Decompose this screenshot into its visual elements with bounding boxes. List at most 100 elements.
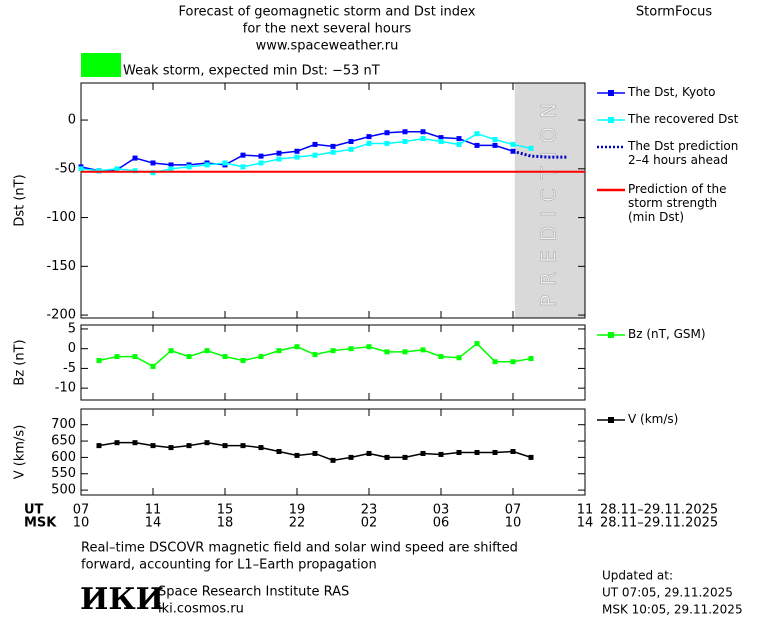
x-row-label: UT bbox=[24, 503, 44, 518]
marker bbox=[168, 166, 174, 172]
x-tick-label: 07 bbox=[73, 503, 90, 518]
marker bbox=[402, 129, 408, 135]
marker bbox=[204, 348, 210, 354]
note: Real–time DSCOVR magnetic field and sola… bbox=[81, 541, 518, 556]
marker bbox=[438, 354, 444, 360]
marker bbox=[456, 136, 462, 142]
x-tick-label: 07 bbox=[505, 503, 522, 518]
marker bbox=[402, 139, 408, 145]
marker bbox=[240, 152, 246, 158]
y-tick-label: -100 bbox=[46, 210, 76, 225]
marker bbox=[456, 355, 462, 361]
y-tick-label: -5 bbox=[63, 361, 76, 376]
marker bbox=[294, 148, 300, 154]
updated: Updated at: bbox=[602, 569, 673, 583]
x-tick-label-msk: 10 bbox=[505, 516, 522, 531]
marker bbox=[366, 450, 372, 456]
x-tick-label-msk: 06 bbox=[433, 516, 450, 531]
marker bbox=[510, 141, 516, 147]
marker bbox=[114, 440, 120, 446]
y-axis-label: Bz (nT) bbox=[13, 339, 28, 385]
y-tick-label: 650 bbox=[51, 434, 76, 449]
marker bbox=[222, 160, 228, 166]
marker bbox=[384, 140, 390, 146]
updated: MSK 10:05, 29.11.2025 bbox=[602, 603, 743, 617]
marker bbox=[330, 457, 336, 463]
x-tick-label: 11 bbox=[145, 503, 162, 518]
marker bbox=[132, 354, 138, 360]
x-tick-label: 19 bbox=[289, 503, 306, 518]
legend-marker bbox=[608, 90, 614, 96]
marker bbox=[258, 445, 264, 451]
marker bbox=[258, 354, 264, 360]
marker bbox=[240, 443, 246, 449]
y-tick-label: 0 bbox=[68, 113, 76, 128]
y-tick-label: 550 bbox=[51, 466, 76, 481]
marker bbox=[384, 454, 390, 460]
x-tick-label-msk: 14 bbox=[577, 516, 594, 531]
marker bbox=[384, 349, 390, 355]
marker bbox=[150, 443, 156, 449]
note: forward, accounting for L1–Earth propaga… bbox=[81, 558, 377, 573]
marker bbox=[492, 142, 498, 148]
plot-frame bbox=[80, 324, 586, 401]
marker bbox=[366, 140, 372, 146]
storm-text: Weak storm, expected min Dst: −53 nT bbox=[123, 64, 380, 79]
marker bbox=[312, 152, 318, 158]
legend-marker bbox=[608, 332, 614, 338]
marker bbox=[276, 150, 282, 156]
legend-marker bbox=[608, 417, 614, 423]
marker bbox=[258, 160, 264, 166]
storm-swatch bbox=[81, 53, 121, 77]
plot-frame bbox=[80, 82, 586, 319]
x-tick-label: 03 bbox=[433, 503, 450, 518]
prediction-label: PREDICTION bbox=[536, 94, 560, 307]
x-tick-label: 11 bbox=[577, 503, 594, 518]
marker bbox=[402, 349, 408, 355]
marker bbox=[96, 358, 102, 364]
marker bbox=[420, 347, 426, 353]
subtitle: for the next several hours bbox=[243, 22, 412, 37]
marker bbox=[492, 449, 498, 455]
y-tick-label: -10 bbox=[55, 381, 76, 396]
series-line bbox=[512, 149, 567, 159]
x-range: 28.11–29.11.2025 bbox=[600, 503, 718, 518]
marker bbox=[222, 443, 228, 449]
institute: Space Research Institute RAS bbox=[158, 585, 349, 600]
y-tick-label: 5 bbox=[68, 321, 76, 336]
marker bbox=[132, 440, 138, 446]
y-tick-label: -50 bbox=[55, 161, 76, 176]
marker bbox=[114, 354, 120, 360]
marker bbox=[456, 449, 462, 455]
marker bbox=[168, 162, 174, 168]
marker bbox=[276, 156, 282, 162]
marker bbox=[312, 141, 318, 147]
marker bbox=[402, 454, 408, 460]
updated: UT 07:05, 29.11.2025 bbox=[602, 586, 733, 600]
x-row-label: MSK bbox=[24, 516, 57, 531]
y-tick-label: 700 bbox=[51, 417, 76, 432]
legend-marker bbox=[608, 117, 614, 123]
legend-entry: The Dst, Kyoto bbox=[628, 85, 716, 99]
y-axis-label: Dst (nT) bbox=[13, 174, 28, 226]
marker bbox=[96, 443, 102, 449]
brand: StormFocus bbox=[636, 5, 712, 20]
marker bbox=[312, 450, 318, 456]
x-tick-label-msk: 10 bbox=[73, 516, 90, 531]
marker bbox=[276, 348, 282, 354]
legend-entry: V (km/s) bbox=[628, 412, 679, 426]
marker bbox=[438, 139, 444, 145]
prediction-band bbox=[514, 83, 585, 318]
marker bbox=[312, 352, 318, 358]
marker bbox=[420, 450, 426, 456]
marker bbox=[348, 146, 354, 152]
x-tick-label-msk: 22 bbox=[289, 516, 306, 531]
marker bbox=[474, 341, 480, 347]
marker bbox=[294, 344, 300, 350]
marker bbox=[366, 134, 372, 140]
marker bbox=[204, 440, 210, 446]
marker bbox=[438, 451, 444, 457]
marker bbox=[222, 354, 228, 360]
x-tick-label-msk: 18 bbox=[217, 516, 234, 531]
